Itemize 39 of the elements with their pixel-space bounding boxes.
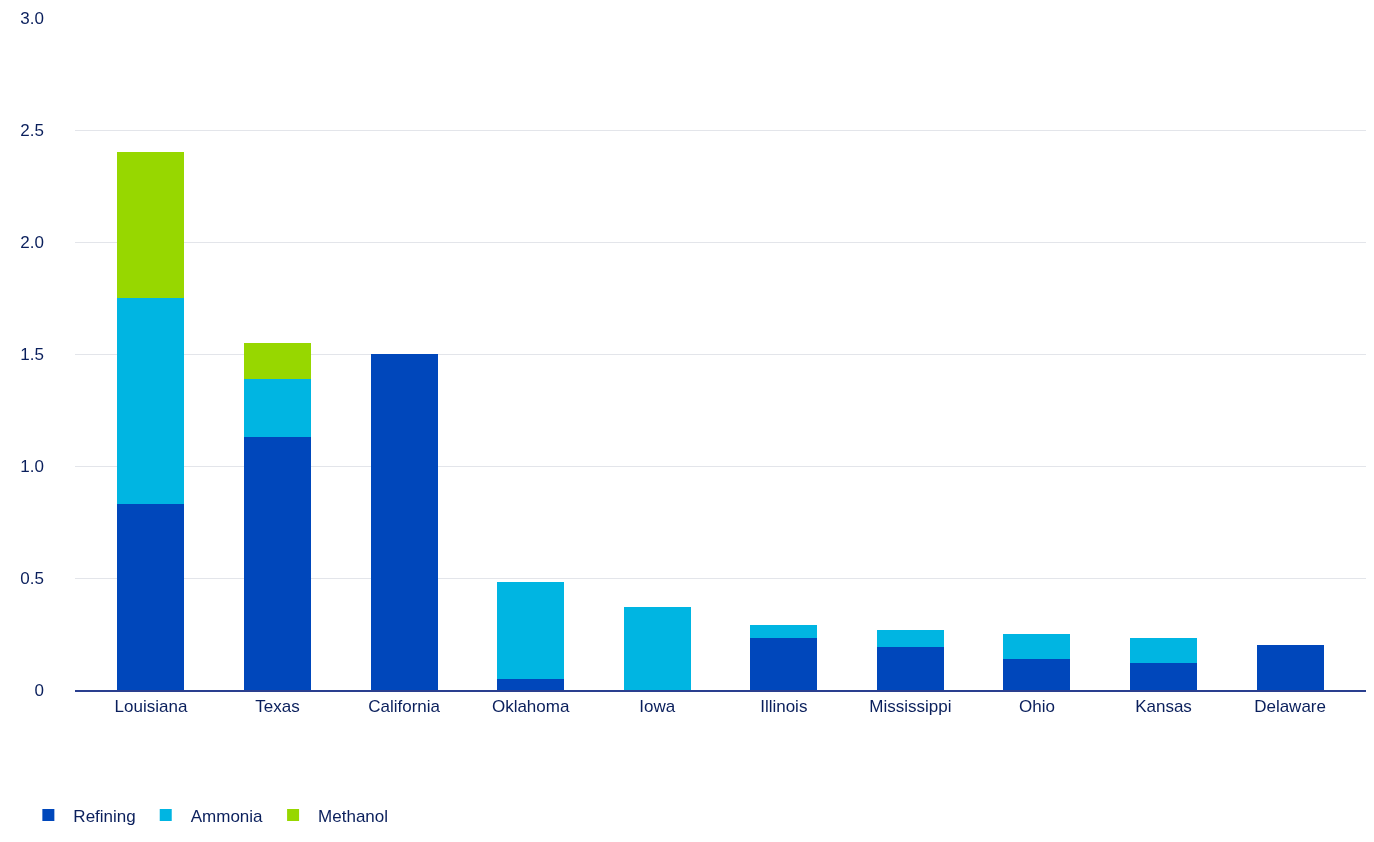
y-tick-label: 2.5 bbox=[20, 120, 44, 140]
bar bbox=[1129, 663, 1198, 690]
bar bbox=[370, 354, 438, 690]
bar bbox=[750, 638, 818, 690]
x-tick-label: Mississippi bbox=[869, 697, 952, 717]
x-tick-label: Kansas bbox=[1135, 697, 1192, 717]
y-tick-label: 1.0 bbox=[20, 456, 44, 476]
x-tick-label: Delaware bbox=[1254, 697, 1326, 717]
bar bbox=[1003, 634, 1071, 659]
bar bbox=[1003, 658, 1071, 690]
bar bbox=[117, 298, 185, 505]
y-tick-label: 0.5 bbox=[20, 568, 44, 588]
x-tick-label: Oklahoma bbox=[491, 697, 570, 717]
x-tick-label: Iowa bbox=[639, 697, 676, 717]
bar bbox=[876, 629, 944, 648]
x-tick-label: Louisiana bbox=[114, 697, 188, 717]
bar bbox=[623, 607, 691, 690]
bar bbox=[117, 152, 185, 298]
bar bbox=[1256, 645, 1324, 690]
bar bbox=[876, 647, 944, 690]
bar bbox=[243, 378, 312, 437]
y-tick-label: 0 bbox=[34, 680, 44, 700]
legend-label: Refining bbox=[73, 806, 136, 826]
x-tick-label: California bbox=[368, 697, 441, 717]
legend-label: Ammonia bbox=[190, 806, 264, 826]
bar bbox=[497, 678, 565, 690]
bar bbox=[1129, 638, 1198, 664]
bar bbox=[497, 582, 565, 679]
y-tick-label: 3.0 bbox=[20, 8, 44, 28]
x-tick-label: Ohio bbox=[1018, 697, 1055, 717]
bar bbox=[243, 342, 312, 379]
x-tick-label: Texas bbox=[255, 697, 300, 717]
bar bbox=[750, 625, 818, 639]
y-tick-label: 1.5 bbox=[20, 344, 44, 364]
legend-label: Methanol bbox=[318, 806, 389, 826]
bar bbox=[117, 504, 185, 690]
y-tick-label: 2.0 bbox=[20, 232, 44, 252]
x-tick-label: Illinois bbox=[760, 697, 808, 717]
bar bbox=[243, 436, 312, 690]
